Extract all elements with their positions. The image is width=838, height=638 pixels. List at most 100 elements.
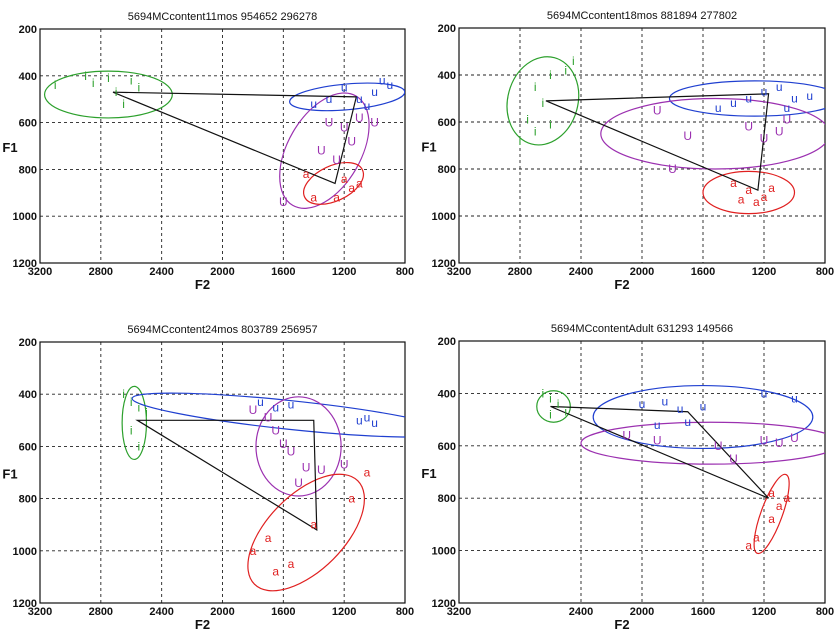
point-i: i [542, 96, 545, 110]
x-tick-label: 3200 [447, 606, 471, 618]
chart-panel-2: 5694MCcontent18mos 881894 277802 3200 2800… [421, 10, 834, 292]
x-tick-label: 2000 [630, 266, 654, 278]
y-axis-label: F1 [421, 466, 436, 481]
x-tick-label: 800 [816, 266, 834, 278]
point-a: a [364, 466, 371, 480]
ellipse-a [753, 473, 790, 555]
point-u: u [341, 81, 348, 95]
point-U: U [683, 129, 692, 143]
ellipse-u [592, 384, 814, 450]
point-U: U [760, 434, 769, 448]
point-u: u [677, 402, 684, 416]
point-u: u [257, 395, 264, 409]
vowel-triangle [112, 91, 358, 185]
point-U: U [775, 436, 784, 450]
point-i: i [122, 387, 125, 401]
point-u: u [386, 78, 393, 92]
point-u: u [371, 85, 378, 99]
x-tick-label: 2000 [210, 606, 234, 618]
point-u: u [806, 89, 813, 103]
point-u: u [272, 400, 279, 414]
point-i: i [549, 407, 552, 421]
point-a: a [745, 538, 752, 552]
point-u: u [639, 397, 646, 411]
x-tick-label: 1200 [752, 266, 776, 278]
y-tick-label: 800 [19, 494, 37, 506]
point-i: i [549, 117, 552, 131]
point-u: u [700, 400, 707, 414]
x-tick-label: 2000 [210, 266, 234, 278]
plot-frame [458, 340, 826, 604]
point-i: i [130, 73, 133, 87]
x-tick-label: 1200 [332, 606, 356, 618]
point-i: i [564, 405, 567, 419]
y-tick-label: 200 [438, 23, 456, 35]
point-a: a [745, 183, 752, 197]
plot-frame [458, 27, 826, 264]
ellipse-a [247, 473, 365, 592]
point-u: u [379, 73, 386, 87]
point-a: a [348, 181, 355, 195]
point-U: U [355, 111, 364, 125]
point-i: i [526, 113, 529, 127]
x-tick-label: 2400 [569, 266, 593, 278]
x-tick-label: 800 [396, 266, 414, 278]
plot-frame [39, 341, 406, 604]
point-U: U [302, 460, 311, 474]
x-tick-label: 1600 [691, 606, 715, 618]
y-tick-label: 400 [438, 388, 456, 400]
point-a: a [753, 195, 760, 209]
y-tick-label: 1200 [13, 598, 37, 610]
chart-title: 5694MCcontent11mos 954652 296278 [128, 11, 317, 23]
point-a: a [761, 190, 768, 204]
point-a: a [348, 492, 355, 506]
y-axis-label: F1 [421, 140, 436, 155]
point-U: U [249, 403, 258, 417]
point-a: a [250, 544, 257, 558]
point-i: i [54, 78, 57, 92]
y-tick-label: 600 [19, 118, 37, 130]
point-i: i [572, 54, 575, 68]
point-i: i [138, 439, 141, 453]
x-tick-label: 2000 [630, 606, 654, 618]
y-tick-label: 400 [19, 71, 37, 83]
point-a: a [730, 176, 737, 190]
grid-lines [459, 28, 825, 263]
point-i: i [138, 400, 141, 414]
ellipse-i [121, 385, 148, 461]
point-U: U [370, 116, 379, 130]
point-U: U [279, 437, 288, 451]
grid-lines [459, 341, 825, 603]
y-tick-label: 600 [19, 441, 37, 453]
point-a: a [784, 491, 791, 505]
point-u: u [310, 97, 317, 111]
y-tick-label: 400 [438, 70, 456, 82]
x-tick-label: 2400 [569, 606, 593, 618]
y-tick-label: 200 [438, 336, 456, 348]
point-i: i [549, 392, 552, 406]
point-i: i [138, 81, 141, 95]
x-tick-label: 1600 [271, 266, 295, 278]
x-tick-label: 3200 [28, 266, 52, 278]
ellipse-i [43, 70, 173, 119]
x-tick-label: 2400 [149, 266, 173, 278]
y-tick-label: 200 [19, 24, 37, 36]
point-i: i [84, 69, 87, 83]
ellipse-u-upper [600, 97, 825, 170]
x-tick-label: 2400 [149, 606, 173, 618]
ellipse-i [536, 390, 571, 423]
point-u: u [364, 411, 371, 425]
chart-panel-4: 5694MCcontentAdult 631293 149566 3200 2400… [421, 323, 834, 632]
x-tick-label: 800 [396, 606, 414, 618]
chart-title: 5694MCcontent18mos 881894 277802 [547, 10, 737, 22]
point-a: a [753, 531, 760, 545]
ellipse-a [303, 161, 365, 205]
point-U: U [317, 144, 326, 158]
vowel-triangle [545, 93, 770, 192]
point-a: a [333, 190, 340, 204]
y-tick-label: 800 [438, 493, 456, 505]
point-U: U [317, 463, 326, 477]
point-u: u [288, 398, 295, 412]
